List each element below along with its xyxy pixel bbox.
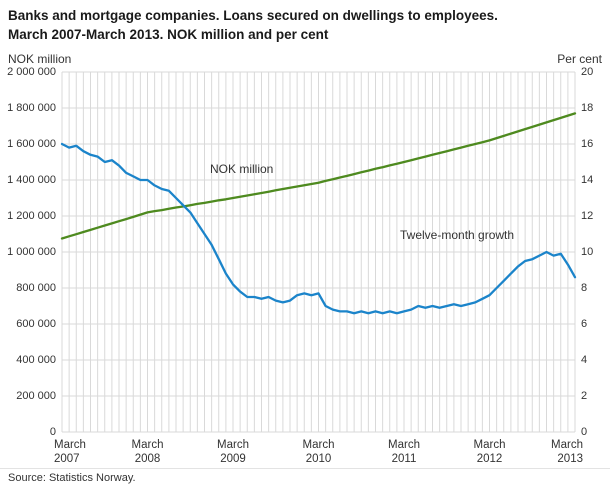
x-tick-year: 2008 [134, 453, 161, 465]
x-tick-year: 2011 [391, 453, 417, 465]
right-axis-tick-label: 0 [581, 426, 588, 438]
left-axis-tick-label: 0 [49, 426, 56, 438]
left-axis-tick-labels: 2 000 000 1 800 000 1 600 000 1 400 000 1 20… [0, 66, 56, 438]
right-axis-tick-label: 12 [581, 210, 594, 222]
right-axis-tick-labels: 20 18 16 14 12 10 8 6 4 2 0 [581, 66, 610, 438]
right-axis-tick-label: 6 [581, 318, 588, 330]
x-axis-tick-label: March 2010 [303, 438, 335, 466]
x-axis-tick-label: March 2009 [217, 438, 249, 466]
x-tick-month: March [388, 439, 420, 451]
left-axis-tick-label: 200 000 [16, 390, 56, 402]
x-tick-year: 2007 [54, 453, 80, 465]
x-tick-month: March [551, 439, 583, 451]
footer-divider [0, 468, 610, 469]
x-tick-year: 2010 [305, 453, 332, 465]
chart-title-line1: Banks and mortgage companies. Loans secu… [8, 8, 498, 23]
x-axis-tick-label: March 2013 [551, 438, 583, 466]
x-axis-tick-label: March 2012 [474, 438, 506, 466]
right-axis-tick-label: 2 [581, 390, 588, 402]
left-axis-tick-label: 400 000 [16, 354, 56, 366]
right-axis-tick-label: 14 [581, 174, 594, 186]
x-tick-month: March [302, 439, 335, 451]
x-tick-year: 2009 [220, 453, 246, 465]
x-tick-month: March [131, 439, 164, 451]
x-axis-tick-labels: March 2007 March 2008 March 2009 March 2010 Marc… [54, 72, 583, 465]
left-axis-tick-label: 1 800 000 [7, 102, 56, 114]
right-axis-tick-label: 20 [581, 66, 594, 78]
series-label-nok-million: NOK million [210, 162, 274, 176]
chart-title: Banks and mortgage companies. Loans secu… [8, 6, 498, 44]
left-axis-title: NOK million [8, 52, 72, 66]
series-label-twelve-month-growth: Twelve-month growth [400, 228, 515, 242]
x-tick-year: 2013 [557, 453, 583, 465]
right-axis-title: Per cent [557, 52, 602, 66]
x-tick-month: March [473, 439, 506, 451]
right-axis-tick-label: 10 [581, 246, 594, 258]
right-axis-tick-label: 4 [581, 354, 588, 366]
x-tick-month: March [217, 439, 249, 451]
chart-title-line2: March 2007-March 2013. NOK million and p… [8, 27, 329, 42]
x-tick-year: 2012 [476, 453, 503, 465]
x-axis-tick-label: March 2011 [388, 438, 420, 466]
x-axis-tick-label: March 2008 [132, 438, 164, 466]
left-axis-tick-label: 1 600 000 [7, 138, 56, 150]
right-axis-tick-label: 8 [581, 282, 588, 294]
left-axis-tick-label: 1 200 000 [7, 210, 56, 222]
left-axis-tick-label: 600 000 [16, 318, 56, 330]
right-axis-tick-label: 16 [581, 138, 594, 150]
chart-plot-area: March 2007 March 2008 March 2009 March 2010 Marc… [54, 71, 583, 465]
x-tick-month: March [54, 439, 86, 451]
right-axis-tick-label: 18 [581, 102, 594, 114]
left-axis-tick-label: 1 000 000 [7, 246, 56, 258]
x-axis-tick-label: March 2007 [54, 438, 86, 466]
left-axis-tick-label: 1 400 000 [7, 174, 56, 186]
left-axis-tick-label: 800 000 [16, 282, 56, 294]
source-note: Source: Statistics Norway. [8, 472, 136, 484]
left-axis-tick-label: 2 000 000 [7, 66, 56, 78]
chart-canvas [60, 71, 577, 433]
